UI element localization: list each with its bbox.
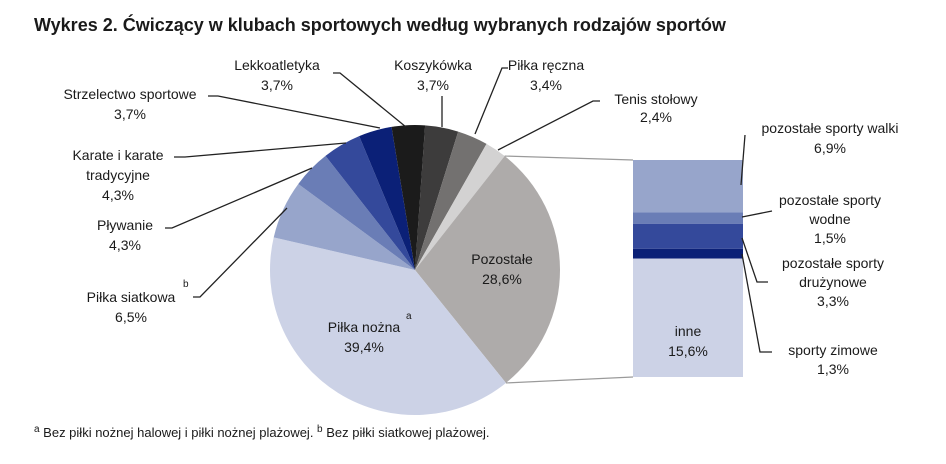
label-koszykowka: Koszykówka 3,7% bbox=[394, 57, 472, 93]
footnote-mark-b: b bbox=[183, 279, 189, 290]
pie-slice-pozostałe bbox=[415, 156, 560, 383]
chart-title: Wykres 2. Ćwiczący w klubach sportowych … bbox=[34, 14, 727, 35]
leader-lines bbox=[165, 67, 773, 353]
pie-slice-piłka-nożna bbox=[270, 237, 506, 416]
label-sporty-zimowe: sporty zimowe 1,3% bbox=[788, 342, 878, 377]
bar-segment-pozostałe-sporty-drużynowe bbox=[633, 223, 743, 249]
pie-slice-pływanie bbox=[298, 155, 415, 270]
label-strzelectwo: Strzelectwo sportowe 3,7% bbox=[63, 86, 196, 122]
pie-slice-tenis-stołowy bbox=[415, 143, 505, 270]
bar-segment-pozostałe-sporty-wodne bbox=[633, 212, 743, 224]
pie-slice-karate-i-karate-tradycyjne bbox=[325, 136, 415, 270]
footnote: a Bez piłki nożnej halowej i piłki nożne… bbox=[34, 424, 490, 440]
connector-line-top bbox=[504, 155, 634, 161]
pie-slice-lekkoatletyka bbox=[391, 124, 426, 270]
label-tenis-stolowy: Tenis stołowy 2,4% bbox=[614, 91, 697, 125]
label-pilka-nozna: Piłka nożna 39,4% bbox=[328, 319, 401, 355]
label-pilka-siatkowa: Piłka siatkowa 6,5% bbox=[87, 289, 176, 325]
label-sporty-walki: pozostałe sporty walki 6,9% bbox=[762, 120, 899, 156]
label-sporty-wodne: pozostałe sporty wodne 1,5% bbox=[779, 192, 881, 246]
bar-segment-pozostałe-sporty-walki bbox=[633, 160, 743, 213]
label-inne: inne 15,6% bbox=[668, 323, 708, 359]
bar-segment-inne bbox=[633, 258, 743, 377]
pie-slice-piłka-siatkowa bbox=[273, 183, 415, 270]
pie-slice-piłka-ręczna bbox=[415, 131, 487, 270]
label-lekkoatletyka: Lekkoatletyka 3,7% bbox=[234, 57, 320, 93]
label-sporty-druzynowe: pozostałe sporty drużynowe 3,3% bbox=[782, 255, 884, 309]
label-karate: Karate i karate tradycyjne 4,3% bbox=[72, 147, 163, 203]
label-plywanie: Pływanie 4,3% bbox=[97, 217, 153, 253]
label-pilka-reczna: Piłka ręczna 3,4% bbox=[508, 57, 584, 93]
connector-line-bottom bbox=[505, 376, 634, 384]
bar-segment-sporty-zimowe bbox=[633, 248, 743, 259]
pie-slice-koszykówka bbox=[415, 125, 459, 270]
footnote-mark-a: a bbox=[406, 311, 412, 322]
label-pozostale: Pozostałe 28,6% bbox=[471, 251, 533, 287]
pie-slice-strzelectwo-sportowe bbox=[359, 126, 415, 270]
